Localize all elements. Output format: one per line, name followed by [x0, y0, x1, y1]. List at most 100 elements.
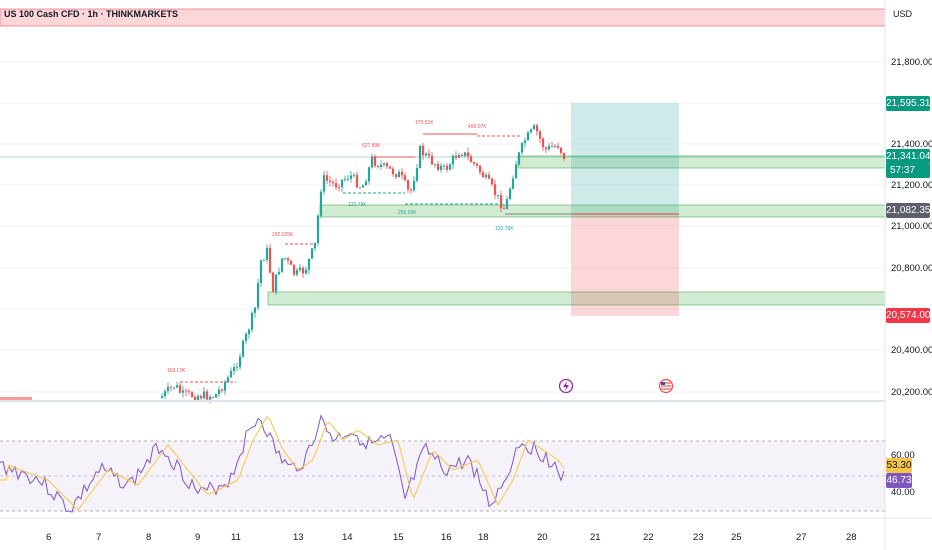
candle-body: [391, 168, 395, 175]
candle-body: [484, 174, 488, 178]
candle-body: [160, 396, 164, 398]
candle-body: [205, 391, 209, 400]
candle-body: [307, 258, 311, 270]
rsi-ma-line: [0, 415, 565, 511]
candle-body: [454, 155, 458, 158]
candle-body: [301, 267, 305, 274]
time-tick: 15: [393, 532, 404, 543]
candle-body: [475, 163, 479, 166]
candle-body: [421, 145, 425, 156]
candle-body: [445, 165, 449, 170]
candle-body: [496, 195, 500, 196]
candle-body: [295, 270, 299, 275]
candle-body: [190, 392, 194, 398]
candle-body: [508, 188, 512, 200]
rsi-tick: 60.00: [891, 450, 915, 461]
candle-body: [559, 147, 563, 153]
candle-body: [340, 179, 344, 188]
candle-body: [244, 333, 248, 341]
candle-body: [562, 152, 566, 159]
candle-body: [532, 125, 536, 130]
candle-body: [166, 386, 170, 392]
position-stop-zone[interactable]: [571, 212, 679, 316]
time-tick: 23: [693, 532, 704, 543]
candle-body: [271, 272, 275, 292]
candle-body: [178, 385, 182, 393]
candle-body: [277, 271, 281, 275]
candle-body: [415, 167, 419, 181]
candle-body: [241, 340, 245, 357]
time-tick: 22: [643, 532, 654, 543]
price-tick: 20,400.00: [891, 345, 932, 356]
candle-body: [451, 155, 455, 165]
support-zone-left[interactable]: [0, 397, 32, 400]
candle-body: [196, 395, 200, 401]
candle-body: [457, 154, 461, 158]
candle-body: [529, 129, 533, 133]
chart-title: US 100 Cash CFD · 1h · THINKMARKETS: [4, 9, 179, 19]
candle-body: [406, 180, 410, 190]
candle-body: [436, 164, 440, 170]
candle-body: [361, 185, 365, 188]
rsi-ma-tag: 53.30: [886, 458, 912, 473]
rsi-tick: 40.00: [891, 487, 915, 498]
candle-body: [346, 178, 350, 180]
candle-body: [349, 175, 353, 179]
currency-label[interactable]: USD: [893, 9, 913, 19]
candle-body: [517, 152, 521, 165]
time-tick: 18: [478, 532, 489, 543]
candle-body: [478, 165, 482, 173]
candle-body: [232, 367, 236, 371]
time-tick: 16: [441, 532, 452, 543]
candle-body: [310, 248, 314, 259]
price-tick: 21,400.00: [891, 139, 932, 150]
candle-body: [505, 199, 509, 210]
candle-body: [208, 396, 212, 400]
candle-body: [388, 166, 392, 169]
candle-body: [394, 174, 398, 178]
candle-body: [523, 140, 527, 144]
candle-body: [289, 260, 293, 265]
candle-body: [490, 178, 494, 185]
candle-body: [337, 187, 341, 189]
lightning-icon[interactable]: [558, 378, 574, 394]
candle-body: [313, 243, 317, 249]
candle-body: [187, 391, 191, 393]
candle-body: [286, 258, 290, 261]
candle-body: [442, 165, 446, 167]
candle-body: [463, 152, 467, 156]
candle-body: [343, 178, 347, 180]
candle-body: [493, 184, 497, 196]
candle-body: [223, 381, 227, 391]
candle-body: [430, 155, 434, 165]
candle-body: [238, 356, 242, 368]
price-tick: 20,200.00: [891, 387, 932, 398]
candle-body: [322, 175, 326, 192]
candle-body: [265, 248, 269, 260]
price-tick: 21,000.00: [891, 221, 932, 232]
candle-body: [439, 165, 443, 170]
candle-body: [193, 397, 197, 401]
price-grid: [0, 61, 885, 393]
us-flag-icon[interactable]: [658, 378, 674, 394]
candle-body: [247, 329, 251, 334]
candle-body: [427, 153, 431, 156]
candle-body: [334, 183, 338, 188]
position-target-zone[interactable]: [571, 103, 679, 212]
candle-body: [403, 175, 407, 181]
candle-body: [163, 391, 167, 397]
candle-body: [466, 152, 470, 157]
price-tick: 20,800.00: [891, 263, 932, 274]
candle-body: [256, 283, 260, 308]
candle-body: [499, 195, 503, 209]
candle-body: [229, 370, 233, 378]
candle-body: [511, 178, 515, 189]
time-tick: 6: [46, 532, 52, 543]
candle-body: [220, 389, 224, 391]
entry-price-tag: 21,082.35: [886, 203, 931, 218]
candle-body: [412, 180, 416, 191]
annotation-label: 250.59K: [398, 210, 417, 216]
candle-body: [325, 175, 329, 181]
candle-body: [520, 143, 524, 153]
